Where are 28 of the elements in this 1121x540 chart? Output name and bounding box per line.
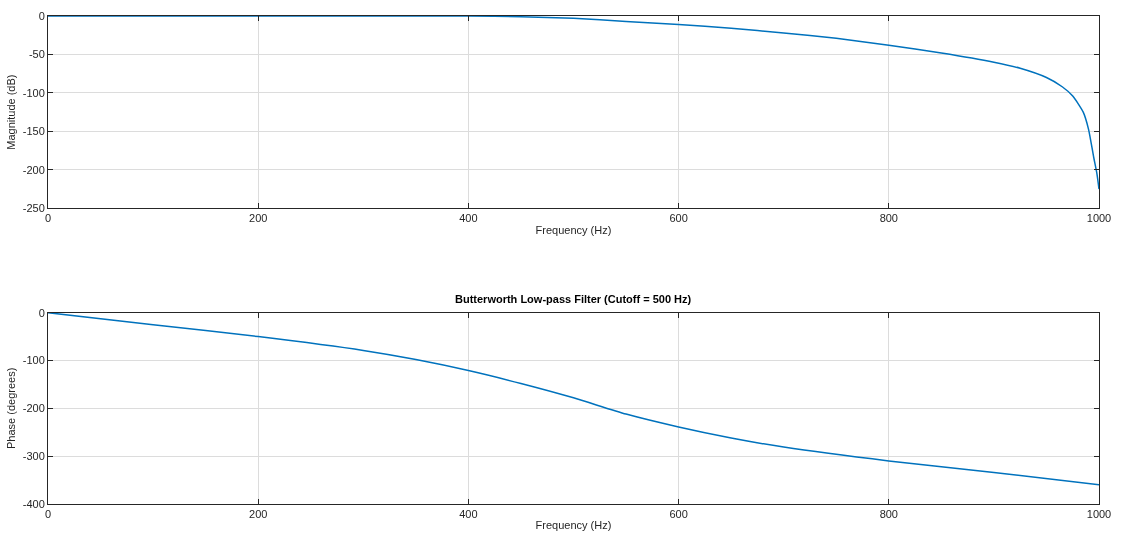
x-tick-label: 1000 — [1086, 212, 1112, 225]
y-tick-label: -100 — [22, 354, 45, 367]
x-axis-title: Frequency (Hz) — [535, 223, 612, 236]
y-tick-label: -100 — [22, 86, 45, 99]
chart-title: Butterworth Low-pass Filter (Cutoff = 500 Hz) — [455, 293, 692, 305]
line-series — [48, 312, 1099, 486]
x-tick-label: 800 — [879, 212, 898, 225]
y-tick-label: -150 — [22, 125, 45, 138]
y-tick-label: -300 — [22, 450, 45, 463]
x-tick-label: 600 — [669, 212, 688, 225]
y-tick-label: 0 — [38, 9, 45, 22]
line-series — [48, 16, 1099, 190]
x-tick-label: 800 — [879, 508, 898, 521]
x-tick-label: 400 — [459, 508, 478, 521]
x-tick-label: 200 — [249, 508, 268, 521]
y-tick-label: -200 — [22, 163, 45, 176]
y-tick-label: -200 — [22, 402, 45, 415]
x-tick-label: 400 — [459, 212, 478, 225]
y-tick-label: 0 — [38, 306, 45, 319]
x-axis-title: Frequency (Hz) — [535, 519, 612, 532]
y-tick-label: -50 — [28, 48, 45, 61]
y-tick-label: -250 — [22, 202, 45, 215]
x-tick-label: 200 — [249, 212, 268, 225]
y-axis-title: Phase (degrees) — [5, 367, 18, 450]
x-tick-label: 600 — [669, 508, 688, 521]
x-tick-label: 1000 — [1086, 508, 1112, 521]
y-axis-title: Magnitude (dB) — [5, 74, 18, 150]
y-tick-label: -400 — [22, 497, 45, 510]
